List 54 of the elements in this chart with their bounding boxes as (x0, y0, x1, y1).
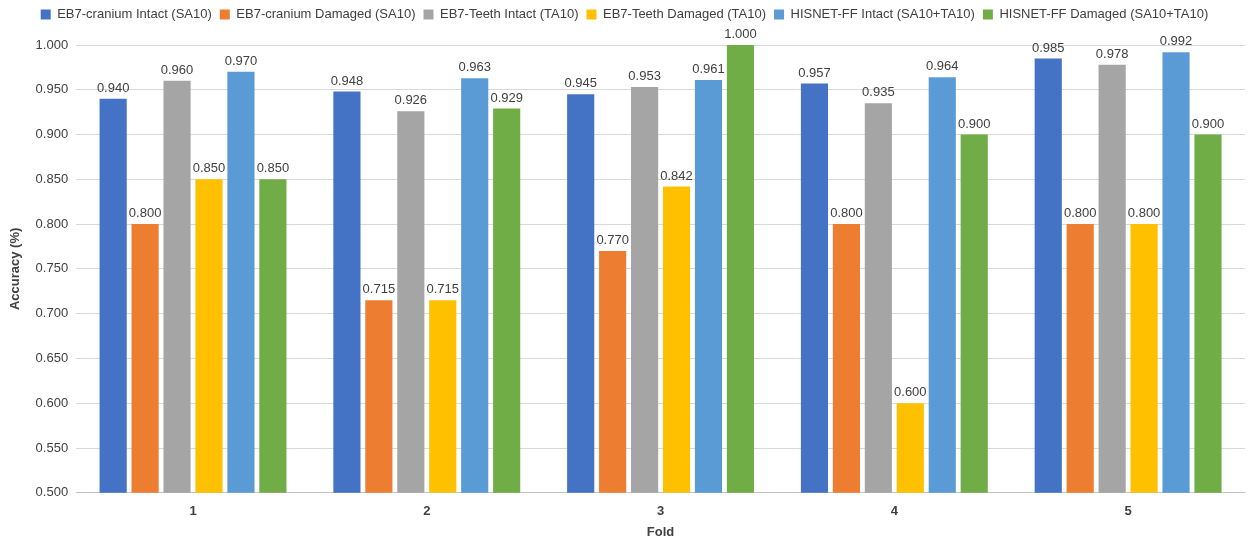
legend-label: EB7-Teeth Damaged (TA10) (602, 6, 767, 22)
legend-label: EB7-cranium Damaged (SA10) (236, 6, 416, 22)
data-label: 0.600 (894, 384, 927, 400)
data-label: 0.953 (628, 68, 661, 84)
y-tick-label: 0.850 (35, 170, 69, 186)
x-tick-label: 1 (189, 503, 197, 519)
data-label: 0.992 (1159, 33, 1193, 49)
y-tick-label: 0.600 (35, 394, 69, 410)
data-label: 0.945 (564, 75, 597, 91)
y-tick-label: 1.000 (35, 36, 69, 52)
data-label: 0.963 (458, 59, 491, 75)
y-axis-title: Accuracy (%) (7, 227, 23, 311)
data-label: 0.926 (394, 92, 428, 108)
data-label: 0.800 (1127, 205, 1161, 221)
y-tick-label: 0.750 (35, 260, 69, 276)
y-tick-label: 0.650 (35, 350, 69, 366)
x-tick-label: 3 (656, 503, 665, 519)
y-tick-label: 0.800 (35, 215, 69, 231)
x-tick-label: 2 (423, 503, 431, 519)
y-tick-label: 0.950 (35, 81, 69, 97)
data-label: 1.000 (724, 26, 757, 42)
y-tick-label: 0.550 (35, 439, 69, 455)
legend-label: EB7-cranium Intact (SA10) (57, 6, 212, 22)
data-label: 0.900 (1191, 115, 1225, 131)
data-label: 0.964 (925, 58, 959, 74)
data-label: 0.929 (490, 89, 523, 105)
data-label: 0.948 (330, 72, 364, 88)
data-label: 0.850 (192, 160, 226, 176)
x-tick-label: 4 (890, 503, 899, 519)
data-label: 0.800 (128, 205, 162, 221)
data-label: 0.940 (96, 79, 130, 95)
data-label: 0.850 (256, 160, 290, 176)
legend-label: HISNET-FF Damaged (SA10+TA10) (999, 6, 1209, 22)
data-label: 0.985 (1031, 39, 1065, 55)
data-label: 0.800 (830, 205, 863, 221)
y-tick-label: 0.500 (35, 484, 69, 500)
legend-label: HISNET-FF Intact (SA10+TA10) (790, 6, 975, 22)
data-label: 0.960 (160, 61, 194, 77)
data-label: 0.970 (224, 52, 258, 68)
x-axis-title: Fold (646, 523, 675, 539)
data-label: 0.770 (596, 232, 629, 248)
data-label: 0.800 (1063, 205, 1097, 221)
y-tick-label: 0.700 (35, 305, 69, 321)
data-label: 0.715 (426, 281, 460, 297)
data-label: 0.978 (1095, 45, 1129, 61)
data-label: 0.957 (798, 64, 831, 80)
data-label: 0.842 (660, 167, 693, 183)
data-label: 0.935 (862, 84, 895, 100)
y-tick-label: 0.900 (35, 126, 69, 142)
legend-label: EB7-Teeth Intact (TA10) (440, 6, 579, 22)
data-label: 0.900 (957, 115, 991, 131)
x-tick-label: 5 (1124, 503, 1132, 519)
data-label: 0.715 (362, 281, 396, 297)
data-label: 0.961 (692, 61, 725, 77)
